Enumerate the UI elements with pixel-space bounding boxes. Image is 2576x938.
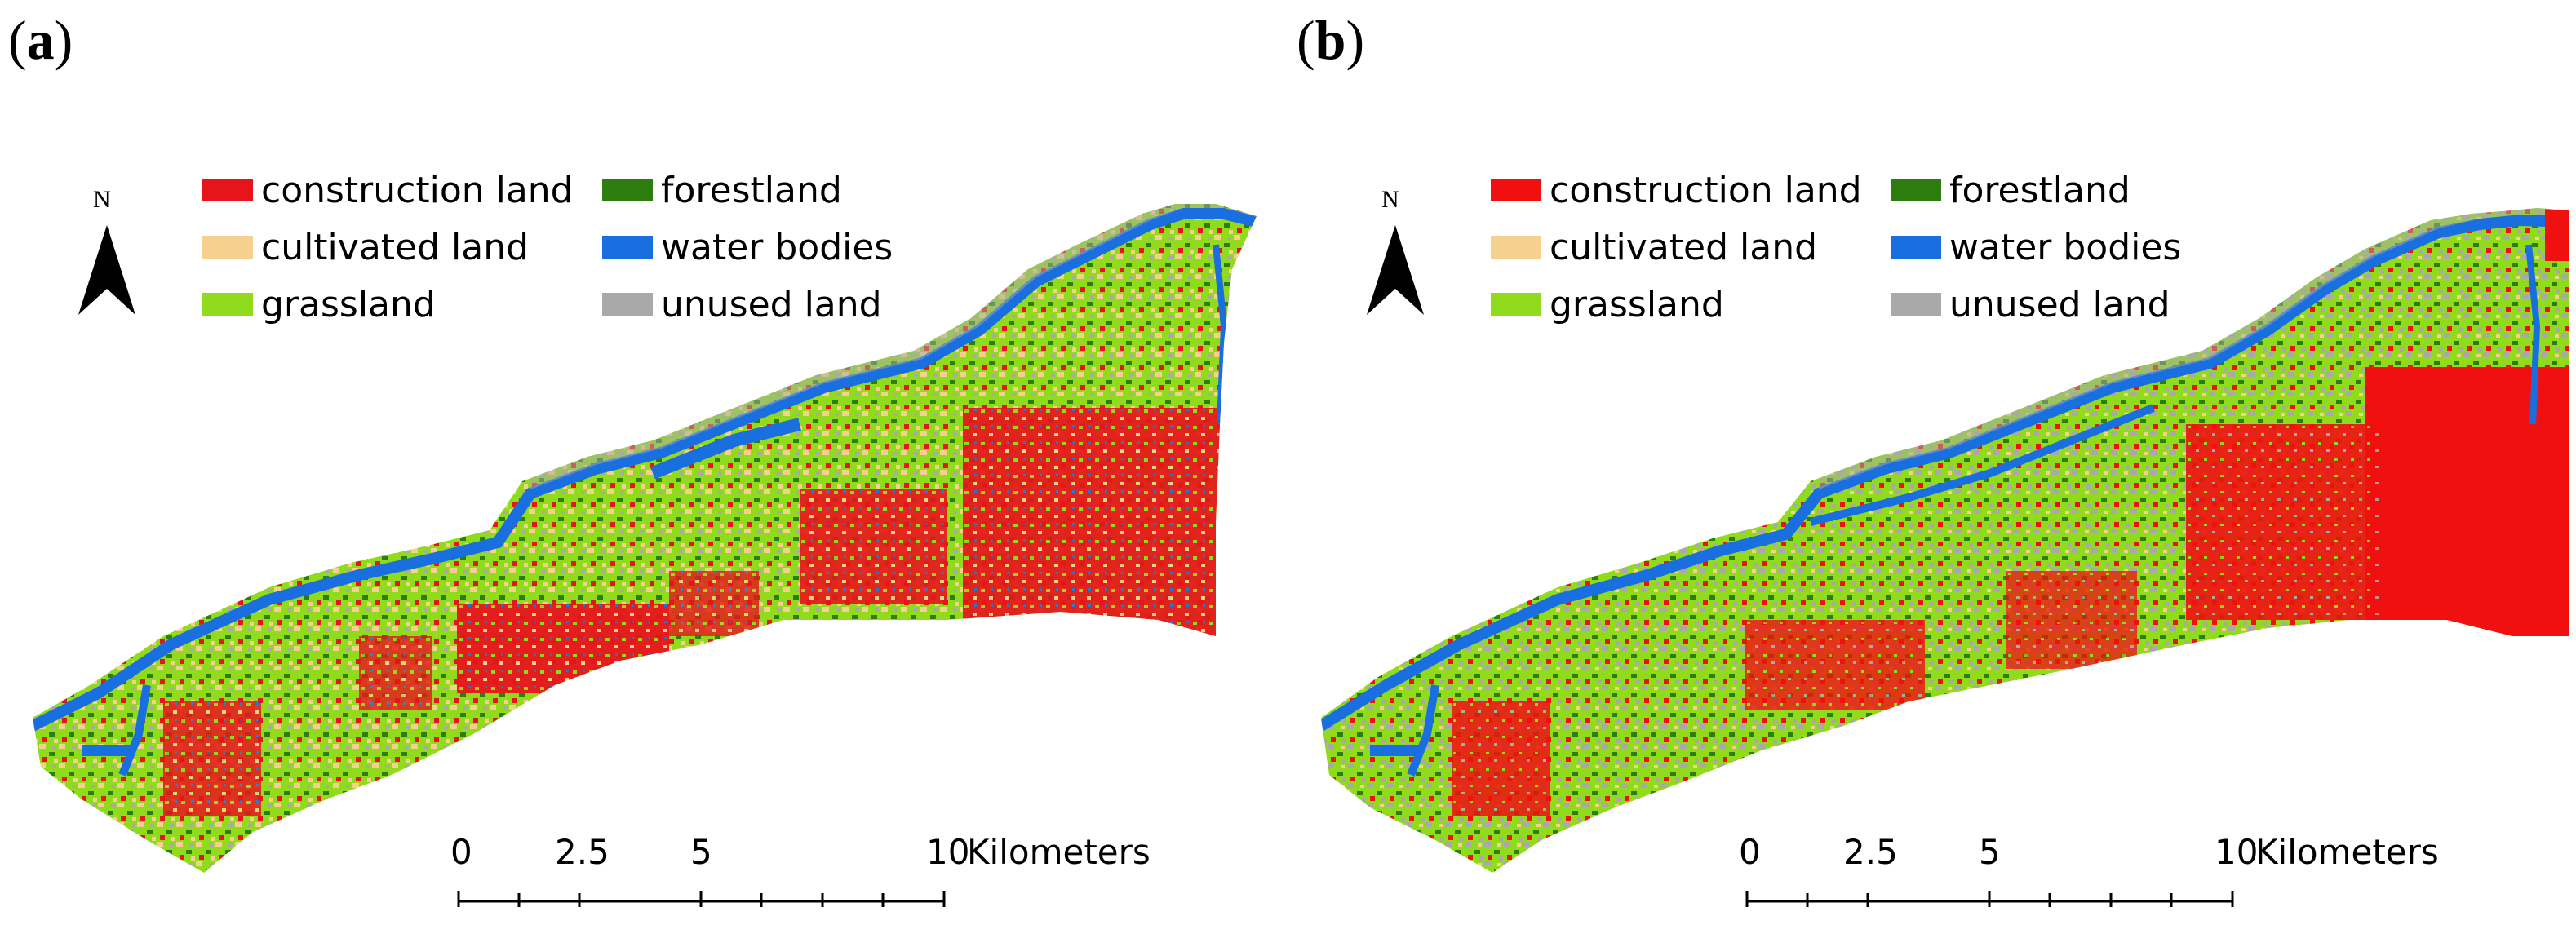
north-arrow-icon (1367, 225, 1424, 315)
legend-item-water-bodies: water bodies (602, 224, 893, 270)
legend-item-forestland: forestland (602, 167, 842, 213)
scale-tick-label: 5 (690, 832, 712, 872)
scale-tick-label: 0 (450, 832, 472, 872)
legend-label: forestland (661, 169, 842, 211)
legend-swatch (202, 293, 253, 316)
legend-label: grassland (1550, 283, 1724, 325)
legend-item-forestland: forestland (1891, 167, 2130, 213)
legend-label: construction land (1550, 169, 1862, 211)
legend-swatch (602, 293, 653, 316)
legend-item-cultivated-land: cultivated land (1491, 224, 1817, 270)
scale-unit: Kilometers (967, 832, 1151, 872)
legend-item-water-bodies: water bodies (1891, 224, 2181, 270)
scale-bar-graphic (457, 891, 946, 907)
map-panel-b: (b) N construction land forestland culti… (1288, 0, 2576, 938)
legend-item-unused-land: unused land (1891, 281, 2170, 327)
scale-unit: Kilometers (2255, 832, 2439, 872)
north-arrow: N (78, 186, 137, 316)
legend: construction land forestland cultivated … (202, 167, 904, 338)
legend-label: unused land (661, 283, 882, 325)
legend-label: construction land (261, 169, 574, 211)
legend-swatch (202, 236, 253, 259)
map-panel-a: (a) N construction land forestland culti… (8, 9, 1257, 930)
north-arrow: N (1367, 186, 1425, 316)
legend-item-construction-land: construction land (1491, 167, 1862, 213)
panel-label: (a) (8, 9, 73, 71)
legend-item-grassland: grassland (202, 281, 436, 327)
legend: construction land forestland cultivated … (1491, 167, 2192, 338)
legend-label: cultivated land (1550, 226, 1818, 268)
scale-tick-label: 0 (1739, 832, 1761, 872)
scale-tick-label: 5 (1979, 832, 2001, 872)
scale-bar: 0 2.5 5 10 Kilometers (1729, 832, 2439, 930)
legend-swatch (1891, 236, 1941, 259)
legend-label: grassland (261, 283, 436, 325)
legend-label: water bodies (661, 226, 893, 268)
north-letter: N (93, 186, 111, 213)
legend-item-grassland: grassland (1491, 281, 1724, 327)
north-arrow-icon (78, 225, 135, 315)
legend-swatch (1491, 236, 1541, 259)
legend-swatch (1491, 179, 1541, 201)
legend-item-cultivated-land: cultivated land (202, 224, 529, 270)
legend-label: forestland (1949, 169, 2130, 211)
legend-label: water bodies (1949, 226, 2182, 268)
legend-label: cultivated land (261, 226, 530, 268)
legend-item-construction-land: construction land (202, 167, 574, 213)
legend-swatch (1891, 179, 1941, 201)
legend-label: unused land (1949, 283, 2170, 325)
legend-item-unused-land: unused land (602, 281, 882, 327)
panel-label: (b) (1297, 9, 1365, 71)
land-use-map-b (1321, 208, 2569, 873)
scale-tick-label: 2.5 (555, 832, 610, 872)
scale-bar-graphic (1745, 891, 2234, 907)
land-use-map-a (33, 204, 1257, 873)
scale-tick-label: 2.5 (1843, 832, 1898, 872)
scale-bar: 0 2.5 5 10 Kilometers (441, 832, 1151, 930)
legend-swatch (1891, 293, 1941, 316)
north-letter: N (1381, 186, 1399, 213)
legend-swatch (202, 179, 253, 201)
legend-swatch (602, 179, 653, 201)
legend-swatch (602, 236, 653, 259)
legend-swatch (1491, 293, 1541, 316)
scale-tick-label: 10 (2215, 832, 2259, 872)
scale-tick-label: 10 (926, 832, 970, 872)
